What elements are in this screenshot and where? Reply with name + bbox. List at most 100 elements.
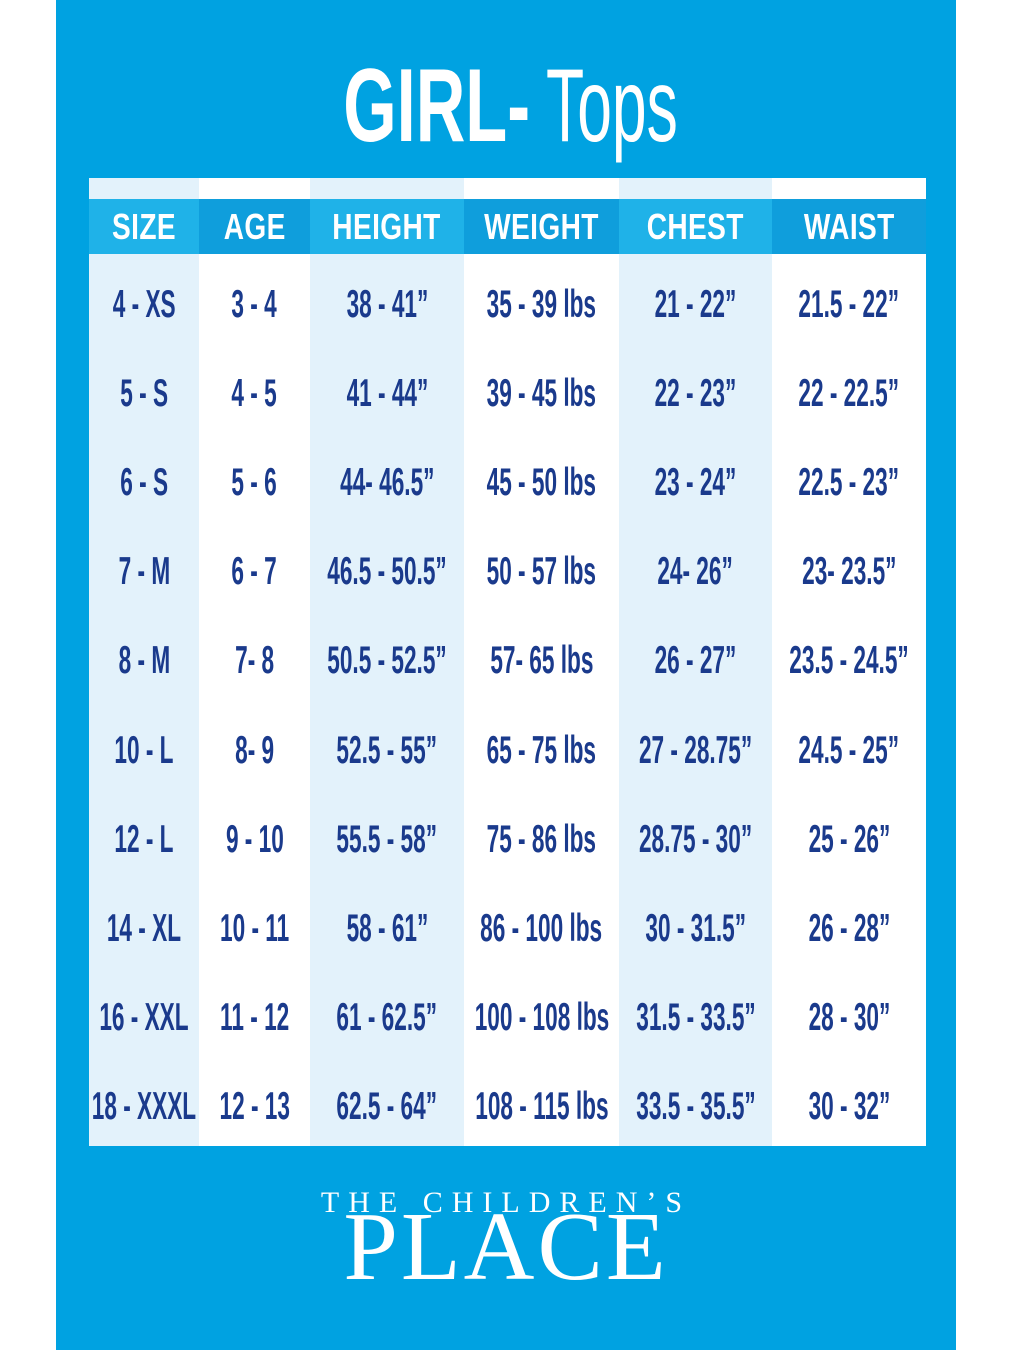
cell-text: 25 - 26” xyxy=(808,817,890,861)
cell-text: 33.5 - 35.5” xyxy=(635,1085,756,1129)
cell-text: 10 - L xyxy=(114,728,174,772)
cell-text: 4 - XS xyxy=(112,282,176,326)
table-cell: 5 - S xyxy=(89,343,199,433)
cell-text: 8- 9 xyxy=(235,728,274,772)
cell-text: 52.5 - 55” xyxy=(336,728,438,772)
cell-text: 100 - 108 lbs xyxy=(474,996,609,1040)
table-cell: 39 - 45 lbs xyxy=(464,343,619,433)
cell-text: 41 - 44” xyxy=(346,371,428,415)
table-cell: 50.5 - 52.5” xyxy=(310,610,464,700)
cell-text: 5 - 6 xyxy=(231,460,278,504)
cell-text: 8 - M xyxy=(118,639,170,683)
cell-text: 10 - 11 xyxy=(219,906,290,950)
table-cell: 11 - 12 xyxy=(199,967,310,1057)
cell-text: 12 - 13 xyxy=(219,1085,290,1129)
table-cell: 45 - 50 lbs xyxy=(464,432,619,522)
title-category: GIRL- xyxy=(342,48,530,164)
cell-text: 26 - 27” xyxy=(654,639,737,683)
table-cell: 8- 9 xyxy=(199,699,310,790)
table-cell: 26 - 27” xyxy=(619,610,772,700)
title-item: Tops xyxy=(545,48,678,164)
cell-text: 23 - 24” xyxy=(654,460,737,504)
table-cell: 7- 8 xyxy=(199,610,310,700)
table-cell: 22.5 - 23” xyxy=(772,432,926,522)
table-cell: 30 - 31.5” xyxy=(619,878,772,968)
size-chart-poster: GIRL- Tops SIZE AGE HEIGHT WEIGHT CHEST W… xyxy=(56,0,956,1350)
table-cell: 28 - 30” xyxy=(772,967,926,1057)
page-title: GIRL- Tops xyxy=(56,48,956,164)
column-stripe xyxy=(310,178,464,199)
cell-text: 26 - 28” xyxy=(808,906,890,950)
table-cell: 57- 65 lbs xyxy=(464,610,619,700)
table-cell: 23- 23.5” xyxy=(772,521,926,611)
header-text: WEIGHT xyxy=(484,205,599,247)
column-stripe xyxy=(199,178,310,199)
column-header-weight: WEIGHT xyxy=(464,199,619,254)
table-cell: 86 - 100 lbs xyxy=(464,878,619,968)
table-cell: 22 - 23” xyxy=(619,343,772,433)
table-cell: 4 - XS xyxy=(89,254,199,344)
cell-text: 38 - 41” xyxy=(346,282,428,326)
column-stripe xyxy=(89,178,199,199)
cell-text: 27 - 28.75” xyxy=(638,728,753,772)
cell-text: 31.5 - 33.5” xyxy=(635,996,756,1040)
table-cell: 108 - 115 lbs xyxy=(464,1056,619,1146)
table-cell: 22 - 22.5” xyxy=(772,343,926,433)
cell-text: 9 - 10 xyxy=(225,817,284,861)
cell-text: 7 - M xyxy=(118,550,170,594)
table-cell: 12 - L xyxy=(89,789,199,879)
cell-text: 23.5 - 24.5” xyxy=(789,639,909,683)
table-cell: 26 - 28” xyxy=(772,878,926,968)
table-cell: 41 - 44” xyxy=(310,343,464,433)
header-text: CHEST xyxy=(646,205,745,247)
table-cell: 5 - 6 xyxy=(199,432,310,522)
size-table: SIZE AGE HEIGHT WEIGHT CHEST WAIST 4 - X… xyxy=(89,178,926,1146)
table-cell: 35 - 39 lbs xyxy=(464,254,619,344)
brand-name-line2: PLACE xyxy=(343,1193,669,1301)
cell-text: 30 - 31.5” xyxy=(645,906,746,950)
table-cell: 24.5 - 25” xyxy=(772,699,926,790)
header-text: WAIST xyxy=(803,205,895,247)
cell-text: 39 - 45 lbs xyxy=(486,371,597,415)
column-header-size: SIZE xyxy=(89,199,199,254)
table-cell: 6 - 7 xyxy=(199,521,310,611)
cell-text: 35 - 39 lbs xyxy=(486,282,597,326)
table-cell: 21 - 22” xyxy=(619,254,772,344)
cell-text: 28 - 30” xyxy=(808,996,890,1040)
cell-text: 55.5 - 58” xyxy=(336,817,438,861)
cell-text: 57- 65 lbs xyxy=(489,639,594,683)
table-cell: 100 - 108 lbs xyxy=(464,967,619,1057)
table-cell: 52.5 - 55” xyxy=(310,699,464,790)
table-cell: 14 - XL xyxy=(89,878,199,968)
cell-text: 22 - 22.5” xyxy=(798,371,900,415)
cell-text: 50 - 57 lbs xyxy=(486,550,597,594)
table-cell: 55.5 - 58” xyxy=(310,789,464,879)
table-cell: 6 - S xyxy=(89,432,199,522)
cell-text: 45 - 50 lbs xyxy=(486,460,597,504)
cell-text: 108 - 115 lbs xyxy=(474,1085,609,1129)
table-cell: 58 - 61” xyxy=(310,878,464,968)
cell-text: 6 - 7 xyxy=(231,550,278,594)
column-header-waist: WAIST xyxy=(772,199,926,254)
table-cell: 4 - 5 xyxy=(199,343,310,433)
cell-text: 21 - 22” xyxy=(654,282,737,326)
header-text: AGE xyxy=(223,205,286,247)
cell-text: 65 - 75 lbs xyxy=(486,728,597,772)
cell-text: 44- 46.5” xyxy=(339,460,435,504)
header-text: HEIGHT xyxy=(332,205,442,247)
cell-text: 11 - 12 xyxy=(219,996,290,1040)
column-stripe xyxy=(772,178,926,199)
cell-text: 22 - 23” xyxy=(654,371,737,415)
table-cell: 25 - 26” xyxy=(772,789,926,879)
cell-text: 4 - 5 xyxy=(231,371,278,415)
table-cell: 23.5 - 24.5” xyxy=(772,610,926,700)
table-cell: 31.5 - 33.5” xyxy=(619,967,772,1057)
cell-text: 62.5 - 64” xyxy=(336,1085,438,1129)
column-stripe xyxy=(619,178,772,199)
cell-text: 50.5 - 52.5” xyxy=(327,639,447,683)
cell-text: 24- 26” xyxy=(657,550,734,594)
cell-text: 61 - 62.5” xyxy=(336,996,438,1040)
table-cell: 3 - 4 xyxy=(199,254,310,344)
cell-text: 46.5 - 50.5” xyxy=(327,550,447,594)
